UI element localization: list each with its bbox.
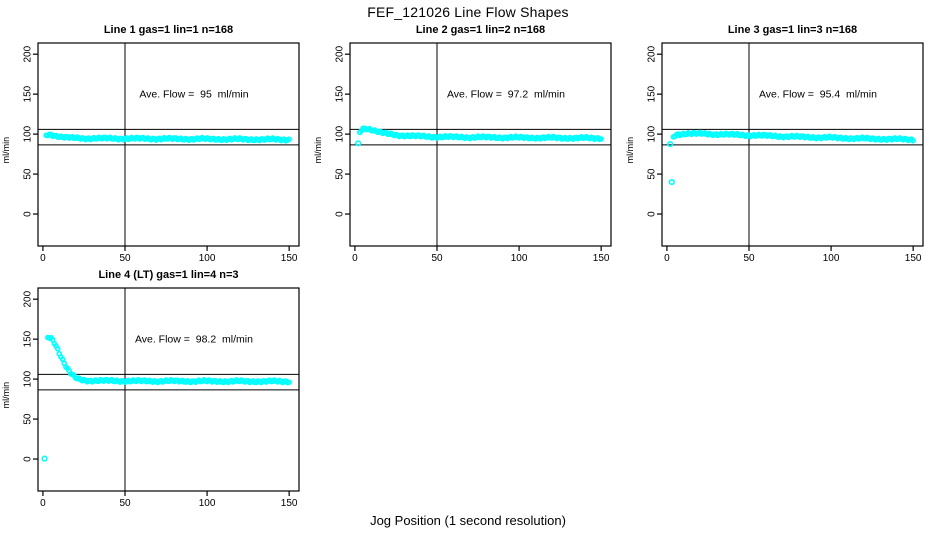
subplot-title: Line 1 gas=1 lin=1 n=168 bbox=[103, 24, 234, 36]
ave-flow-annotation: Ave. Flow = 95.4 ml/min bbox=[759, 88, 877, 100]
x-tick-label: 0 bbox=[664, 253, 670, 264]
figure-x-axis-label: Jog Position (1 second resolution) bbox=[370, 513, 566, 528]
x-tick-label: 0 bbox=[40, 498, 46, 509]
axes: 0 50 100 150 0 50 100 150 200 ml/min bbox=[1, 42, 300, 264]
subplot-title: Line 4 (LT) gas=1 lin=4 n=3 bbox=[98, 269, 239, 281]
x-tick-label: 50 bbox=[119, 253, 131, 264]
reference-lines bbox=[38, 288, 299, 491]
y-axis-label: ml/min bbox=[625, 137, 635, 164]
x-tick-label: 50 bbox=[743, 253, 755, 264]
y-tick-label: 150 bbox=[647, 85, 658, 102]
y-tick-label: 150 bbox=[23, 85, 34, 102]
reference-lines bbox=[38, 43, 299, 246]
y-tick-label: 150 bbox=[335, 85, 346, 102]
x-tick-label: 100 bbox=[199, 498, 216, 509]
y-tick-label: 0 bbox=[335, 211, 346, 217]
data-points bbox=[41, 334, 292, 462]
axes: 0 50 100 150 0 50 100 150 200 ml/min bbox=[1, 287, 300, 509]
y-tick-label: 100 bbox=[23, 370, 34, 387]
data-points bbox=[43, 131, 292, 144]
subplot-title: Line 2 gas=1 lin=2 n=168 bbox=[415, 24, 546, 36]
y-tick-label: 100 bbox=[647, 125, 658, 142]
y-tick-label: 200 bbox=[335, 45, 346, 62]
ave-flow-annotation: Ave. Flow = 97.2 ml/min bbox=[447, 88, 565, 100]
y-tick-label: 200 bbox=[647, 45, 658, 62]
y-axis-label: ml/min bbox=[1, 382, 11, 409]
y-tick-label: 200 bbox=[23, 45, 34, 62]
subplot: Line 3 gas=1 lin=3 n=168 0 50 100 150 0 50 100… bbox=[624, 22, 936, 267]
axes: 0 50 100 150 0 50 100 150 200 ml/min bbox=[625, 42, 924, 264]
y-axis-label: ml/min bbox=[313, 137, 323, 164]
x-tick-label: 50 bbox=[119, 498, 131, 509]
y-tick-label: 50 bbox=[23, 168, 34, 180]
ave-flow-annotation: Ave. Flow = 98.2 ml/min bbox=[135, 333, 253, 345]
reference-lines bbox=[662, 43, 923, 246]
subplot: Line 4 (LT) gas=1 lin=4 n=3 0 50 100 150 0 50… bbox=[0, 267, 312, 512]
subplot: Line 2 gas=1 lin=2 n=168 0 50 100 150 0 50 100… bbox=[312, 22, 624, 267]
data-points bbox=[667, 129, 916, 186]
figure-title: FEF_121026 Line Flow Shapes bbox=[367, 4, 569, 20]
ave-flow-annotation: Ave. Flow = 95 ml/min bbox=[139, 88, 248, 100]
outlier-point bbox=[41, 455, 48, 462]
x-tick-label: 150 bbox=[593, 253, 610, 264]
x-tick-label: 150 bbox=[281, 498, 298, 509]
y-axis-label: ml/min bbox=[1, 137, 11, 164]
y-tick-label: 50 bbox=[647, 168, 658, 180]
y-tick-label: 200 bbox=[23, 290, 34, 307]
plot-canvas: 0 50 100 150 0 50 100 150 200 ml/min Ave. Flow = 9… bbox=[625, 42, 924, 264]
x-tick-label: 100 bbox=[823, 253, 840, 264]
y-tick-label: 100 bbox=[23, 125, 34, 142]
plot-canvas: 0 50 100 150 0 50 100 150 200 ml/min Ave. Flow = 9… bbox=[1, 287, 300, 509]
x-tick-label: 0 bbox=[352, 253, 358, 264]
x-tick-label: 150 bbox=[905, 253, 922, 264]
x-tick-label: 100 bbox=[199, 253, 216, 264]
outlier-point bbox=[668, 178, 675, 186]
x-tick-label: 0 bbox=[40, 253, 46, 264]
y-tick-label: 100 bbox=[335, 125, 346, 142]
subplot-title: Line 3 gas=1 lin=3 n=168 bbox=[727, 24, 858, 36]
x-tick-label: 50 bbox=[431, 253, 443, 264]
axes: 0 50 100 150 0 50 100 150 200 ml/min bbox=[313, 42, 612, 264]
x-tick-label: 100 bbox=[511, 253, 528, 264]
y-tick-label: 150 bbox=[23, 330, 34, 347]
x-tick-label: 150 bbox=[281, 253, 298, 264]
plot-canvas: 0 50 100 150 0 50 100 150 200 ml/min Ave. Flow = 9… bbox=[313, 42, 612, 264]
y-tick-label: 50 bbox=[335, 168, 346, 180]
y-tick-label: 50 bbox=[23, 413, 34, 425]
data-points bbox=[355, 125, 604, 147]
reference-lines bbox=[350, 43, 611, 246]
y-tick-label: 0 bbox=[23, 211, 34, 217]
subplot: Line 1 gas=1 lin=1 n=168 0 50 100 150 0 50 100… bbox=[0, 22, 312, 267]
y-tick-label: 0 bbox=[647, 211, 658, 217]
y-tick-label: 0 bbox=[23, 456, 34, 462]
outlier-point bbox=[355, 140, 362, 147]
plot-canvas: 0 50 100 150 0 50 100 150 200 ml/min Ave. Flow = 9… bbox=[1, 42, 300, 264]
outlier-point bbox=[667, 141, 674, 148]
